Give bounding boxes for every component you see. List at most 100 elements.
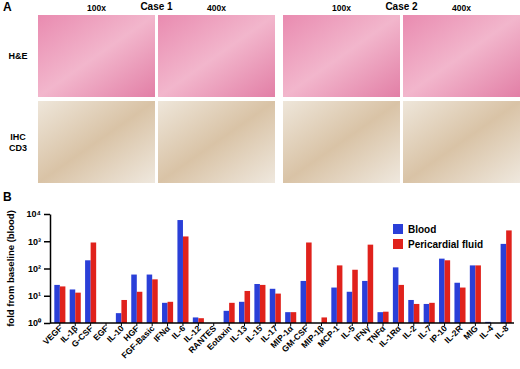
- bar: [60, 286, 66, 323]
- x-tick-mark: [306, 323, 307, 326]
- x-tick-mark: [367, 323, 368, 326]
- x-tick-mark: [459, 323, 460, 326]
- y-tick: 10⁰: [28, 318, 50, 328]
- magnification-label: 400x: [452, 3, 471, 13]
- y-axis-title: fold from baseline (blood): [5, 210, 16, 327]
- bar: [131, 275, 137, 323]
- micrograph: [403, 15, 520, 97]
- y-tick-label: 10⁰: [28, 318, 42, 328]
- bar: [224, 311, 230, 323]
- panel-label: B: [3, 190, 12, 204]
- x-tick: FGF-Basic: [119, 323, 156, 360]
- x-tick: MCP-1: [316, 323, 342, 349]
- bars: [54, 220, 511, 323]
- x-tick-mark: [321, 323, 322, 326]
- bar: [254, 284, 260, 323]
- bar: [377, 312, 383, 323]
- bar: [439, 259, 445, 323]
- bar: [229, 303, 235, 323]
- bar: [337, 265, 343, 323]
- x-tick: IL-8: [493, 323, 511, 341]
- y-tick: 10³: [28, 237, 50, 247]
- bar: [137, 292, 143, 323]
- micrograph: [38, 101, 155, 183]
- x-tick-mark: [59, 323, 60, 326]
- case-label: Case 1: [140, 1, 173, 12]
- bar: [321, 317, 327, 323]
- magnification-label: 100x: [87, 3, 106, 13]
- bar: [331, 288, 337, 323]
- panel-label: A: [3, 0, 12, 14]
- bar: [424, 304, 430, 323]
- x-tick-mark: [506, 323, 507, 326]
- bar: [116, 313, 122, 323]
- y-axis: 10⁰ 10¹ 10² 10³ 10⁴: [27, 209, 51, 328]
- x-tick-mark: [352, 323, 353, 326]
- x-tick-mark: [336, 323, 337, 326]
- bar: [445, 260, 451, 323]
- x-tick-mark: [429, 323, 430, 326]
- bar: [301, 281, 307, 323]
- magnification-label: 100x: [332, 3, 351, 13]
- row-label: H&E: [8, 51, 27, 61]
- x-tick: IL-2: [400, 323, 418, 341]
- legend-label: Blood: [408, 224, 436, 235]
- x-tick-mark: [121, 323, 122, 326]
- x-tick-label: FGF-Basic: [119, 323, 156, 360]
- legend-swatch: [393, 239, 403, 249]
- x-tick-mark: [475, 323, 476, 326]
- bar: [75, 293, 81, 323]
- bar: [177, 220, 183, 323]
- row-label: IHC: [10, 132, 26, 142]
- bar: [306, 242, 312, 323]
- x-tick-mark: [413, 323, 414, 326]
- case-label: Case 2: [385, 1, 418, 12]
- x-tick-label: IL-1Rα: [377, 323, 403, 349]
- bar: [285, 312, 291, 323]
- y-tick-label: 10¹: [28, 291, 41, 301]
- bar: [168, 302, 174, 323]
- x-tick-mark: [106, 323, 107, 326]
- legend-label: Pericardial fluid: [408, 239, 483, 250]
- y-tick-mark: [44, 268, 50, 270]
- legend-swatch: [393, 224, 403, 234]
- bar: [368, 245, 374, 323]
- x-tick-mark: [244, 323, 245, 326]
- bar: [183, 236, 189, 323]
- y-tick-label: 10²: [28, 264, 41, 274]
- bar: [193, 317, 199, 323]
- figure: ACase 1Case 2100x400x100x400xH&EIHCCD3B1…: [0, 0, 520, 369]
- x-tick-mark: [75, 323, 76, 326]
- y-tick-label: 10⁴: [27, 209, 41, 219]
- x-tick-label: IL-4: [477, 323, 495, 341]
- x-tick-label: IL-2: [400, 323, 418, 341]
- bar: [506, 230, 512, 323]
- bar: [398, 285, 404, 323]
- x-tick-mark: [182, 323, 183, 326]
- bar: [162, 303, 168, 323]
- bar: [239, 302, 245, 323]
- bar: [275, 294, 281, 323]
- y-tick-label: 10³: [28, 237, 41, 247]
- x-tick-mark: [490, 323, 491, 326]
- x-tick-mark: [90, 323, 91, 326]
- y-tick-mark: [44, 296, 50, 298]
- micrograph: [403, 101, 520, 183]
- bar: [91, 242, 97, 323]
- x-tick-label: IL-8: [493, 323, 511, 341]
- x-tick-mark: [152, 323, 153, 326]
- bar: [291, 312, 297, 323]
- bar: [152, 279, 158, 323]
- bar: [54, 285, 60, 323]
- bar: [352, 270, 358, 323]
- micrograph: [283, 15, 400, 97]
- x-tick-mark: [275, 323, 276, 326]
- y-tick: 10¹: [28, 291, 50, 301]
- bar: [121, 300, 127, 323]
- bar: [85, 260, 91, 323]
- x-tick-mark: [290, 323, 291, 326]
- bar: [245, 291, 251, 323]
- y-tick: 10⁴: [27, 209, 50, 219]
- x-tick: IL-1Rα: [377, 323, 403, 349]
- bar: [475, 265, 481, 323]
